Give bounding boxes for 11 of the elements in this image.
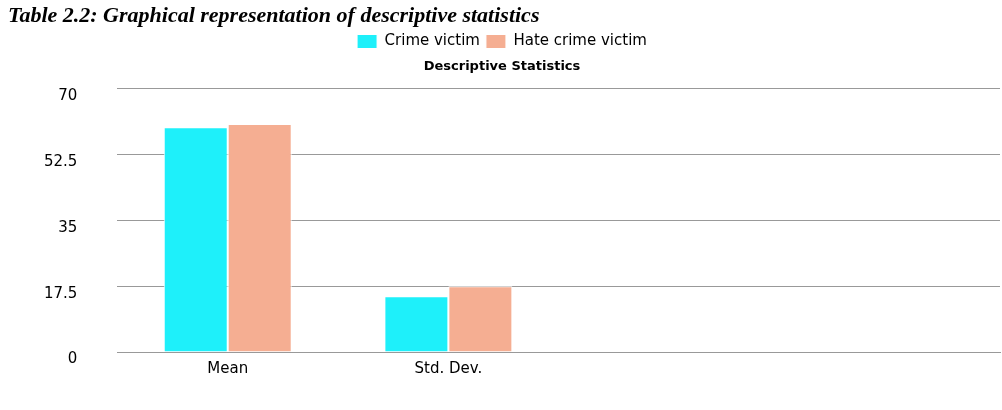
y-tick-label: 17.5 xyxy=(43,283,78,302)
x-tick-label: Std. Dev. xyxy=(414,358,483,377)
y-tick-label: 70 xyxy=(58,85,78,104)
y-tick-label: 52.5 xyxy=(43,151,78,170)
y-tick-label: 0 xyxy=(67,349,78,368)
chart-subtitle: Descriptive Statistics xyxy=(423,58,581,74)
legend-label: Hate crime victim xyxy=(513,31,647,50)
legend-label: Crime victim xyxy=(384,31,480,50)
x-tick-label: Mean xyxy=(207,358,249,377)
y-tick-label: 35 xyxy=(58,217,78,236)
chart-title: Table 2.2: Graphical representation of descriptive statistics xyxy=(7,1,541,28)
